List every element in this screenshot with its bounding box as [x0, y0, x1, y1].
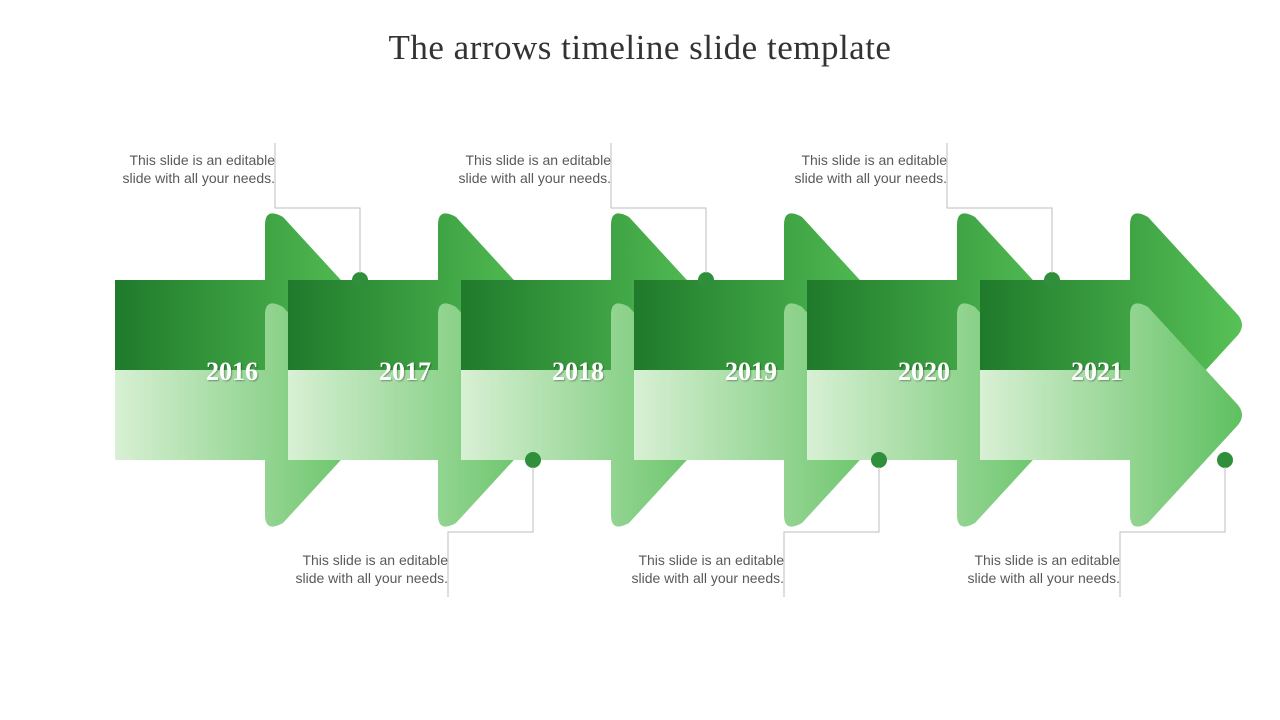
svg-text:This slide is an editable: This slide is an editable	[129, 152, 275, 168]
dot-2018	[698, 272, 714, 288]
callout-2021: This slide is an editable slide with all…	[967, 552, 1120, 586]
svg-text:This slide is an editable: This slide is an editable	[302, 552, 448, 568]
svg-text:This slide is an editable: This slide is an editable	[465, 152, 611, 168]
dot-2020	[1044, 272, 1060, 288]
svg-text:slide with all your needs.: slide with all your needs.	[631, 570, 784, 586]
dot-2017	[525, 452, 541, 468]
year-2019: 2019	[725, 357, 777, 386]
svg-text:slide with all your needs.: slide with all your needs.	[794, 170, 947, 186]
svg-text:This slide is an editable: This slide is an editable	[801, 152, 947, 168]
timeline-svg: 2016 2017 2018 2019 2020 2021 This slide…	[0, 0, 1280, 720]
svg-text:This slide is an editable: This slide is an editable	[638, 552, 784, 568]
callout-2016: This slide is an editable slide with all…	[122, 152, 275, 186]
year-2020: 2020	[898, 357, 950, 386]
callout-2019: This slide is an editable slide with all…	[631, 552, 784, 586]
svg-text:slide with all your needs.: slide with all your needs.	[122, 170, 275, 186]
year-2021: 2021	[1071, 357, 1123, 386]
dot-2016	[352, 272, 368, 288]
callout-2020: This slide is an editable slide with all…	[794, 152, 947, 186]
year-2017: 2017	[379, 357, 431, 386]
callout-2017: This slide is an editable slide with all…	[295, 552, 448, 586]
svg-text:This slide is an editable: This slide is an editable	[974, 552, 1120, 568]
svg-text:slide with all your needs.: slide with all your needs.	[458, 170, 611, 186]
svg-text:slide with all your needs.: slide with all your needs.	[295, 570, 448, 586]
year-2016: 2016	[206, 357, 258, 386]
year-2018: 2018	[552, 357, 604, 386]
callout-2018: This slide is an editable slide with all…	[458, 152, 611, 186]
dot-2021	[1217, 452, 1233, 468]
svg-text:slide with all your needs.: slide with all your needs.	[967, 570, 1120, 586]
dot-2019	[871, 452, 887, 468]
